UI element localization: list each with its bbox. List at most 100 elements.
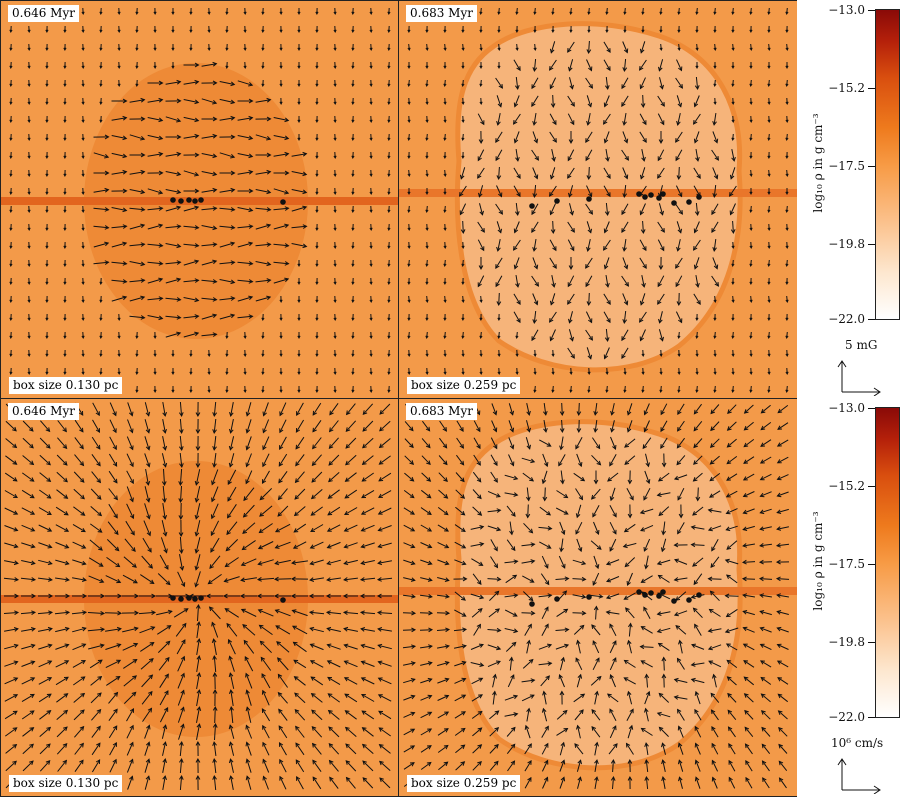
vector-arrowhead xyxy=(492,673,497,679)
vector-arrowhead xyxy=(162,515,168,520)
vector-arrowhead xyxy=(279,775,284,781)
vector-arrowhead xyxy=(527,760,532,765)
sink-particle xyxy=(198,197,204,203)
vector-arrowhead xyxy=(297,263,301,268)
vector-arrow xyxy=(141,674,153,688)
vector-arrowhead xyxy=(176,260,182,265)
vector-arrow xyxy=(708,628,722,632)
vector-arrow xyxy=(293,523,307,533)
vector-arrow xyxy=(454,711,466,719)
vector-arrow xyxy=(726,643,738,651)
vector-arrow xyxy=(108,453,118,467)
vector-arrowhead xyxy=(96,461,101,467)
vector-arrow xyxy=(195,503,201,519)
vector-arrowhead xyxy=(297,335,301,340)
vector-arrow xyxy=(761,743,771,755)
vector-arrowhead xyxy=(315,191,319,196)
vector-arrowhead xyxy=(676,657,682,663)
vector-arrowhead xyxy=(461,371,465,376)
vector-arrow xyxy=(123,692,137,704)
vector-arrow xyxy=(327,660,341,668)
vector-arrow xyxy=(513,59,521,71)
vector-arrowhead xyxy=(315,155,319,160)
vector-arrowhead xyxy=(112,461,118,467)
vector-arrow xyxy=(219,261,235,265)
vector-arrowhead xyxy=(767,263,771,268)
vector-arrowhead xyxy=(760,676,766,682)
vector-arrowhead xyxy=(442,426,447,432)
vector-arrow xyxy=(227,469,237,485)
vector-arrowhead xyxy=(153,29,157,34)
vector-arrow xyxy=(477,275,485,287)
vector-arrowhead xyxy=(643,410,649,416)
vector-arrowhead xyxy=(212,463,217,468)
vector-arrow xyxy=(708,509,722,513)
vector-arrowhead xyxy=(543,462,549,468)
vector-arrow xyxy=(165,206,181,212)
vector-arrow xyxy=(610,487,616,501)
vector-arrowhead xyxy=(140,116,146,122)
vector-arrowhead xyxy=(713,299,717,304)
vector-arrowhead xyxy=(526,444,531,450)
vector-arrow xyxy=(361,694,375,702)
vector-arrow xyxy=(183,206,199,212)
colorbar-top xyxy=(875,9,900,320)
vector-arrowhead xyxy=(661,656,667,662)
vector-arrowhead xyxy=(477,760,482,766)
vector-arrow xyxy=(310,676,324,686)
vector-arrow xyxy=(311,709,323,721)
vector-arrow xyxy=(147,117,163,121)
vector-arrowhead xyxy=(194,225,200,230)
vector-arrowhead xyxy=(45,263,49,268)
vector-arrowhead xyxy=(245,741,250,747)
vector-arrowhead xyxy=(676,175,682,181)
vector-arrow xyxy=(229,673,235,689)
vector-arrowhead xyxy=(509,410,515,416)
vector-arrow xyxy=(477,221,485,233)
vector-arrow xyxy=(675,131,683,143)
vector-arrow xyxy=(515,149,519,161)
vector-arrow xyxy=(439,420,447,432)
vector-arrowhead xyxy=(713,335,717,340)
vector-arrow xyxy=(514,221,520,233)
vector-arrowhead xyxy=(158,243,164,248)
vector-arrowhead xyxy=(479,353,483,358)
vector-arrowhead xyxy=(225,47,229,52)
vector-arrowhead xyxy=(762,777,767,782)
vector-arrow xyxy=(21,693,35,703)
vector-arrowhead xyxy=(81,65,85,70)
vector-arrowhead xyxy=(749,335,753,340)
vector-arrowhead xyxy=(425,209,429,214)
vector-arrowhead xyxy=(707,576,713,582)
vector-arrowhead xyxy=(595,444,601,450)
vector-arrowhead xyxy=(612,529,617,535)
vector-arrow xyxy=(710,455,720,465)
vector-arrow xyxy=(489,761,499,771)
filament xyxy=(399,587,797,595)
vector-arrow xyxy=(606,576,620,582)
vector-arrow xyxy=(129,261,145,265)
vector-arrowhead xyxy=(513,475,519,481)
vector-arrowhead xyxy=(308,610,314,615)
vector-arrowhead xyxy=(9,47,13,52)
vector-arrow xyxy=(777,508,789,514)
vector-arrowhead xyxy=(162,741,168,747)
vector-arrowhead xyxy=(576,428,582,434)
vector-arrow xyxy=(487,525,501,531)
vector-arrowhead xyxy=(547,593,553,598)
vector-arrowhead xyxy=(549,210,554,216)
vector-arrowhead xyxy=(711,742,716,748)
vector-arrowhead xyxy=(343,510,349,516)
vector-arrowhead xyxy=(777,425,783,430)
vector-arrowhead xyxy=(677,759,683,765)
vector-arrow xyxy=(489,591,499,601)
vector-arrowhead xyxy=(98,546,103,551)
vector-arrow xyxy=(145,469,149,485)
vector-arrow xyxy=(531,149,539,161)
vector-arrow xyxy=(294,488,306,500)
vector-arrow xyxy=(4,677,18,685)
vector-arrowhead xyxy=(621,336,626,342)
vector-arrowhead xyxy=(785,227,789,232)
vector-arrow xyxy=(273,243,289,247)
vector-arrowhead xyxy=(63,371,67,376)
